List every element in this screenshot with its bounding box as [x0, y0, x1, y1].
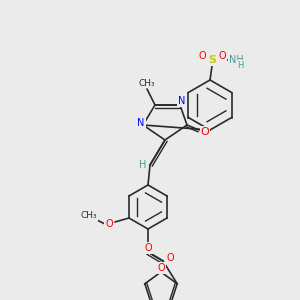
- Text: CH₃: CH₃: [81, 212, 97, 220]
- Text: CH₃: CH₃: [139, 79, 155, 88]
- Text: S: S: [208, 55, 216, 65]
- Text: O: O: [198, 51, 206, 61]
- Text: H: H: [139, 160, 147, 170]
- Text: O: O: [166, 253, 174, 263]
- Text: N: N: [178, 96, 186, 106]
- Text: O: O: [157, 263, 165, 273]
- Text: O: O: [201, 127, 209, 137]
- Text: NH: NH: [229, 55, 243, 65]
- Text: N: N: [137, 118, 145, 128]
- Text: O: O: [105, 219, 113, 229]
- Text: O: O: [144, 243, 152, 253]
- Text: O: O: [218, 51, 226, 61]
- Text: H: H: [237, 61, 243, 70]
